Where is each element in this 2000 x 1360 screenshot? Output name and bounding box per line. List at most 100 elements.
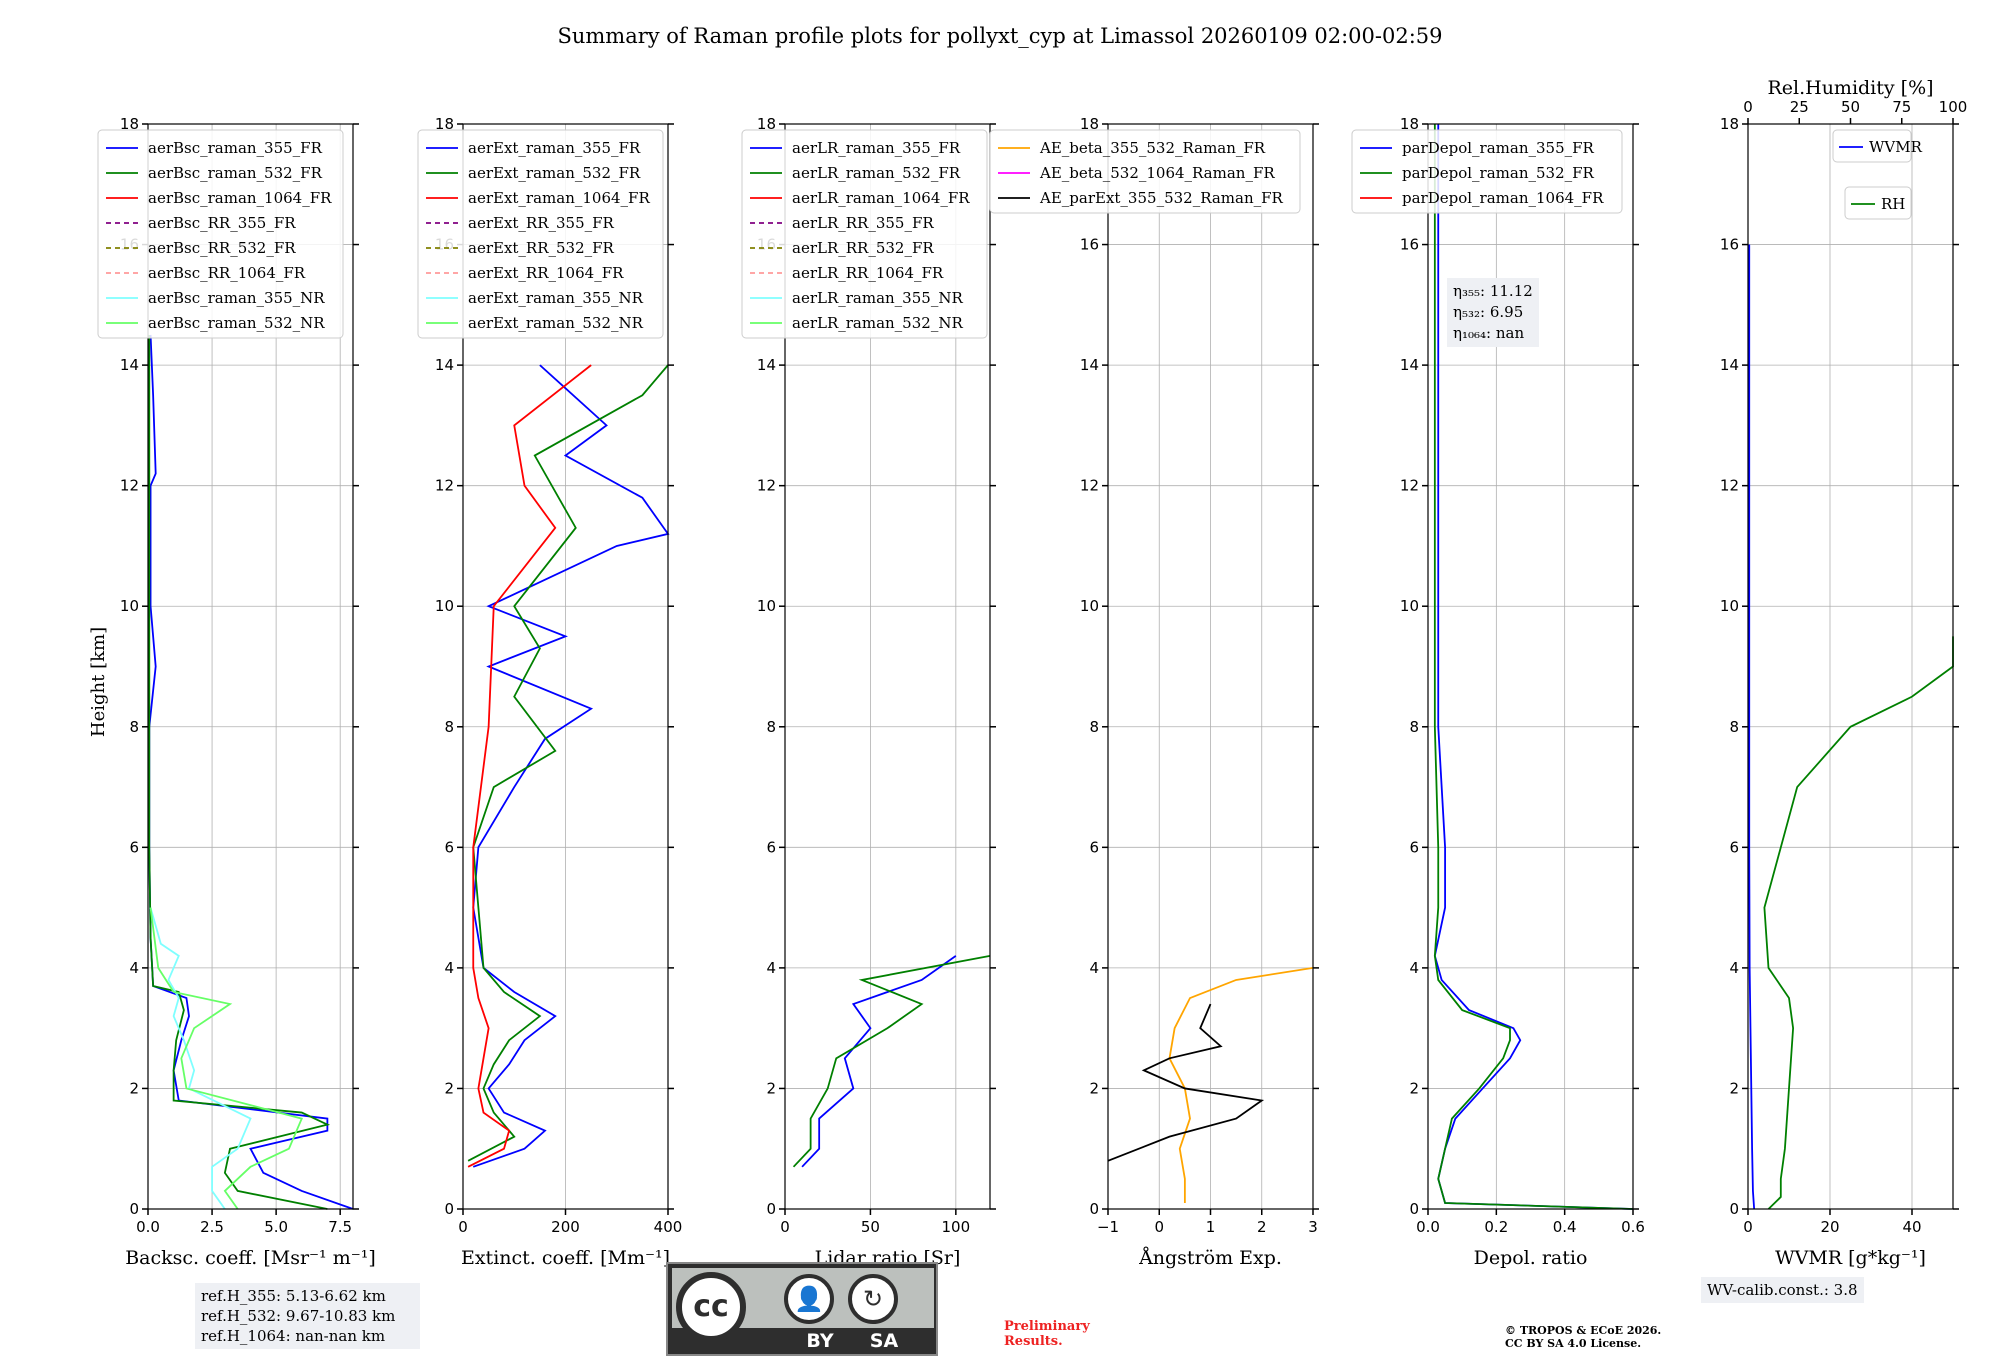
legend-entry: AE_beta_532_1064_Raman_FR [1039, 164, 1275, 182]
series-line-WVMR [1748, 244, 1756, 1210]
legend-entry: aerExt_raman_1064_FR [468, 189, 650, 207]
legend-entry: AE_parExt_355_532_Raman_FR [1039, 189, 1284, 207]
share-alike-icon: ↻ [848, 1274, 898, 1324]
x-axis-label: Extinct. coeff. [Mm⁻¹] [461, 1247, 670, 1269]
y-tick-label: 12 [1720, 477, 1739, 495]
ref-height-532: ref.H_532: 9.67-10.83 km [201, 1307, 396, 1325]
legend-entry: aerExt_raman_532_NR [468, 314, 644, 332]
panel-lidar_ratio: 024681012141618050100Lidar ratio [Sr]aer… [741, 115, 996, 1269]
panel-depol: 0 2 4 6 8 10 12 14 16 18 0.0 0.2 0.4 0.6 Depol. ratio p… [1351, 115, 1645, 1269]
panel-extinction: 0246810121416180200400Extinct. coeff. [M… [417, 115, 683, 1269]
legend: WVMR [1832, 129, 1923, 163]
y-tick-label: 8 [444, 718, 454, 736]
x-tick-label: 100 [942, 1218, 971, 1236]
x-tick-label: 400 [654, 1218, 683, 1236]
x-tick-label: 1 [1206, 1218, 1216, 1236]
series-line-AE_parExt_355_532_Raman_FR [1107, 1003, 1265, 1162]
legend-entry: aerBsc_raman_532_FR [148, 164, 323, 182]
top-x-tick-label: 75 [1892, 98, 1911, 116]
top-x-tick-label: 100 [1939, 98, 1968, 116]
series-line-aerLR_raman_532_FR [792, 954, 991, 1168]
y-tick-label: 16 [1400, 236, 1419, 254]
series-line-aerBsc_raman_355_NR [149, 907, 252, 1210]
y-tick-label: 2 [1729, 1079, 1739, 1097]
x-tick-label: 0 [1154, 1218, 1164, 1236]
legend: aerBsc_raman_355_FR aerBsc_raman_532_FRae… [97, 129, 344, 339]
legend-entry: aerExt_RR_355_FR [468, 214, 615, 232]
legend-entry: aerLR_raman_355_NR [792, 289, 963, 307]
y-tick-label: 18 [120, 115, 139, 133]
y-tick-label: 8 [129, 718, 139, 736]
y-tick-label: 14 [1720, 356, 1739, 374]
x-tick-label: 200 [551, 1218, 580, 1236]
y-tick-label: 6 [444, 838, 454, 856]
legend-entry: aerBsc_raman_355_NR [148, 289, 325, 307]
legend-entry: aerExt_raman_532_FR [468, 164, 641, 182]
x-tick-label: 3 [1308, 1218, 1318, 1236]
series-line-AE_beta_355_532_Raman_FR [1168, 966, 1314, 1203]
series-line-aerBsc_raman_532_FR [148, 334, 331, 1210]
y-tick-label: 6 [766, 838, 776, 856]
y-tick-label: 14 [757, 356, 776, 374]
x-tick-label: −1 [1097, 1218, 1119, 1236]
y-tick-label: 4 [766, 959, 776, 977]
cc-sa-label: SA [869, 1330, 899, 1352]
y-tick-label: 18 [1080, 115, 1099, 133]
x-tick-label: 0.0 [136, 1218, 160, 1236]
y-tick-label: 2 [444, 1079, 454, 1097]
y-tick-label: 10 [1400, 597, 1419, 615]
legend-entry: aerBsc_raman_532_NR [148, 314, 325, 332]
series-line-aerExt_raman_355_FR [472, 364, 670, 1168]
y-tick-label: 16 [1720, 236, 1739, 254]
top-x-tick-label: 50 [1841, 98, 1860, 116]
y-tick-label: 2 [766, 1079, 776, 1097]
figure-title: Summary of Raman profile plots for polly… [557, 24, 1442, 48]
series-line-aerBsc_raman_355_FR [148, 334, 354, 1210]
legend-entry: aerLR_raman_532_NR [792, 314, 963, 332]
x-tick-label: 5.0 [264, 1218, 288, 1236]
copyright-note: © TROPOS & ECoE 2026. CC BY SA 4.0 Licen… [1505, 1324, 1662, 1350]
x-axis-label: Ångström Exp. [1138, 1247, 1282, 1269]
legend-entry: aerLR_raman_532_FR [792, 164, 961, 182]
y-tick-label: 0 [444, 1200, 454, 1218]
cc-by-label: BY [806, 1330, 834, 1352]
eta-532: η₅₃₂: 6.95 [1453, 303, 1524, 321]
y-tick-label: 8 [1409, 718, 1419, 736]
y-tick-label: 10 [120, 597, 139, 615]
y-tick-label: 6 [129, 838, 139, 856]
y-tick-label: 10 [1720, 597, 1739, 615]
legend-entry: RH [1881, 195, 1905, 213]
y-tick-label: 12 [1400, 477, 1419, 495]
series-line-aerLR_raman_355_FR [801, 955, 957, 1168]
legend: AE_beta_355_532_Raman_FR AE_beta_532_1064… [989, 129, 1301, 214]
plot-frame [1427, 123, 1634, 1210]
ref-height-1064: ref.H_1064: nan-nan km [201, 1327, 386, 1345]
legend: parDepol_raman_355_FR parDepol_raman_532_… [1351, 129, 1623, 214]
y-tick-label: 0 [1409, 1200, 1419, 1218]
y-tick-label: 0 [1729, 1200, 1739, 1218]
y-tick-label: 4 [1729, 959, 1739, 977]
wv-calibration-box: WV-calib.const.: 3.8 [1701, 1277, 1864, 1303]
y-tick-label: 10 [1080, 597, 1099, 615]
legend-entry: AE_beta_355_532_Raman_FR [1039, 139, 1266, 157]
x-tick-label: 0 [780, 1218, 790, 1236]
y-tick-label: 8 [1729, 718, 1739, 736]
legend-entry: aerBsc_RR_532_FR [148, 239, 296, 257]
top-x-axis-label: Rel.Humidity [%] [1767, 77, 1933, 99]
y-tick-label: 12 [1080, 477, 1099, 495]
legend-entry: parDepol_raman_532_FR [1402, 164, 1595, 182]
x-tick-label: 7.5 [328, 1218, 352, 1236]
legend-entry: aerExt_RR_1064_FR [468, 264, 624, 282]
legend-entry: aerBsc_RR_1064_FR [148, 264, 306, 282]
legend: aerLR_raman_355_FR aerLR_raman_532_FR aerL… [741, 129, 988, 339]
legend-entry: parDepol_raman_355_FR [1402, 139, 1595, 157]
y-tick-label: 6 [1729, 838, 1739, 856]
plot-frame [784, 123, 991, 1210]
x-axis-label: Backsc. coeff. [Msr⁻¹ m⁻¹] [125, 1247, 376, 1269]
cc-logo-icon: cc [676, 1272, 746, 1342]
y-tick-label: 2 [129, 1079, 139, 1097]
y-tick-label: 8 [766, 718, 776, 736]
x-tick-label: 0.0 [1416, 1218, 1440, 1236]
